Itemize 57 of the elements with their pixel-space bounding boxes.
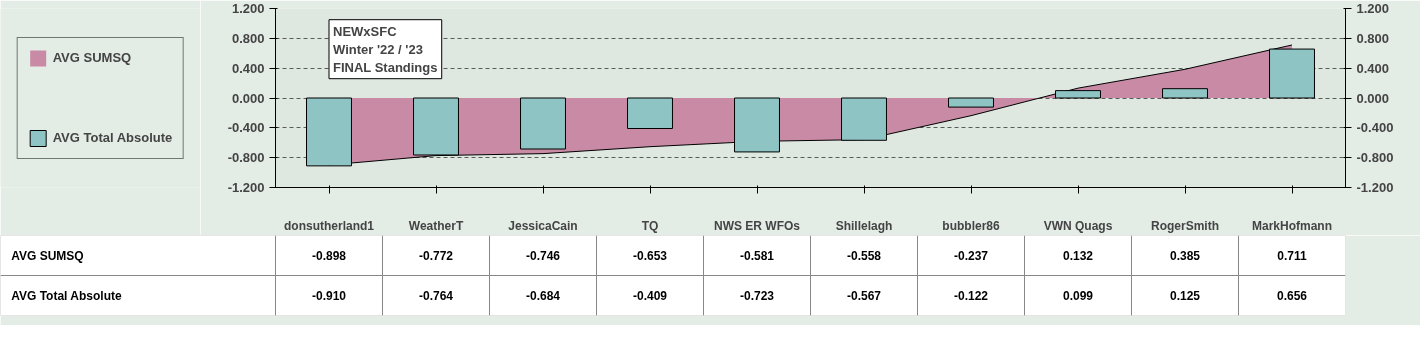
y2-tick-label: 0.800	[1356, 30, 1390, 46]
bar	[1055, 90, 1101, 99]
x-tick-label: Shillelagh	[835, 218, 893, 233]
data-label: -0.723	[739, 289, 775, 303]
bar	[734, 97, 780, 153]
text: AVG SUMSQ	[11, 248, 84, 263]
y-tick-label: 1.200	[231, 1, 265, 16]
y-tick-label: 0.400	[231, 60, 265, 76]
data-label: -0.581	[739, 249, 775, 263]
x-tick-label: RogerSmith	[1151, 218, 1220, 233]
bar	[841, 97, 887, 141]
data-label: -0.567	[846, 289, 882, 303]
text: NEWxSFC Winter '22 / '23 FINAL Standings	[333, 23, 438, 75]
y-tick-label: -0.400	[227, 120, 265, 136]
data-label: -0.409	[632, 289, 668, 303]
legend-label: AVG SUMSQ	[52, 50, 132, 65]
bar	[948, 97, 994, 108]
data-label: 0.656	[1276, 289, 1308, 303]
x-tick-label: NWS ER WFOs	[714, 218, 801, 233]
y2-tick-label: -1.200	[1356, 180, 1394, 195]
data-label: -0.684	[525, 289, 561, 303]
data-label: 0.125	[1169, 289, 1201, 303]
legend-label: AVG Total Absolute	[52, 130, 173, 145]
y-tick-label: 0.800	[231, 30, 265, 46]
x-tick-label: JessicaCain	[508, 218, 578, 233]
data-label: 0.711	[1277, 249, 1308, 263]
y-tick-label: -0.800	[227, 150, 265, 166]
y-tick-label: 0.000	[231, 90, 265, 106]
x-tick-label: WeatherT	[408, 218, 464, 233]
x-tick-label: VWN Quags	[1043, 218, 1113, 233]
y2-tick-label: -0.400	[1356, 120, 1394, 136]
data-label: -0.764	[418, 289, 454, 303]
y2-tick-label: 0.400	[1356, 60, 1390, 76]
data-label: -0.898	[311, 249, 347, 263]
x-tick-label: bubbler86	[942, 218, 1000, 233]
data-label: -0.653	[632, 249, 668, 263]
data-label: -0.746	[525, 249, 561, 263]
bar	[520, 97, 566, 150]
data-label: -0.910	[311, 289, 347, 303]
x-tick-label: MarkHofmann	[1252, 218, 1333, 233]
data-label: 0.385	[1169, 249, 1201, 263]
text: AVG Total Absolute	[11, 288, 122, 303]
data-label: 0.132	[1062, 249, 1094, 263]
bar	[413, 97, 459, 156]
x-tick-label: TQ	[641, 218, 659, 233]
y2-tick-label: 0.000	[1356, 90, 1390, 106]
y2-tick-label: -0.800	[1356, 150, 1394, 166]
bar	[627, 97, 673, 129]
data-label: -0.772	[418, 249, 454, 263]
data-label: -0.558	[846, 249, 882, 263]
data-label: 0.099	[1062, 289, 1094, 303]
data-label: -0.237	[953, 249, 989, 263]
y2-tick-label: 1.200	[1356, 1, 1390, 16]
bar	[1162, 88, 1208, 99]
data-label: -0.122	[953, 289, 989, 303]
y-tick-label: -1.200	[227, 180, 265, 195]
x-tick-label: donsutherland1	[284, 218, 375, 233]
